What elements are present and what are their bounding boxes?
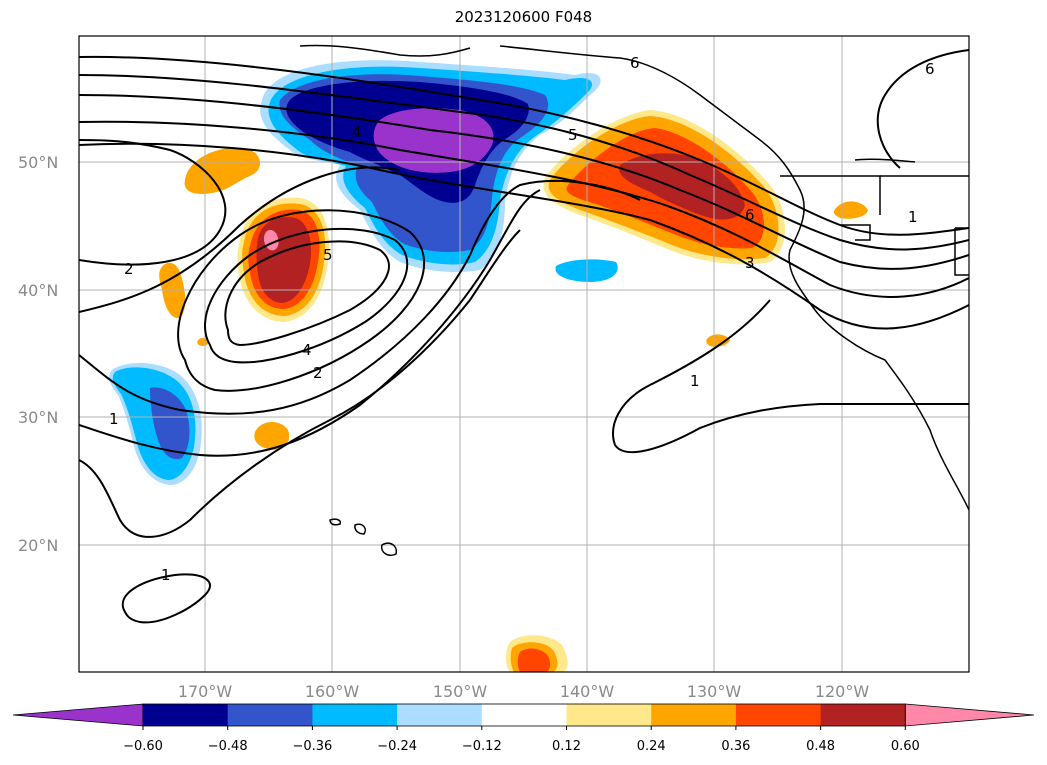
colorbar-tick-label: −0.36 [292,739,332,754]
colorbar-tick-label: 0.24 [637,739,666,754]
lat-label: 30°N [18,408,58,427]
svg-text:6: 6 [630,54,640,72]
lat-label: 20°N [18,536,58,555]
lon-label: 170°W [178,682,233,701]
positive-anomaly-northeast [543,110,785,265]
colorbar-segment [397,704,483,726]
contour-labels: 6 6 4 5 5 6 3 2 4 2 1 1 1 1 [109,54,935,584]
svg-text:6: 6 [745,206,755,224]
lon-label: 130°W [687,682,742,701]
svg-text:5: 5 [323,246,333,264]
positive-anomaly-small-3 [254,421,290,450]
colorbar-segment [566,704,652,726]
svg-text:3: 3 [745,254,755,272]
positive-anomaly-small-1 [184,147,261,194]
colorbar-segment [227,704,313,726]
lon-label: 150°W [433,682,488,701]
colorbar-tick-label: 0.12 [552,739,581,754]
map-title: 2023120600 F048 [454,8,593,26]
colorbar-tick-label: 0.60 [891,739,920,754]
colorbar-extend-min [12,703,144,727]
colorbar-extend-max [904,703,1035,727]
svg-text:6: 6 [925,60,935,78]
positive-anomaly-small-5 [833,201,868,219]
lon-label: 120°W [815,682,870,701]
svg-text:5: 5 [568,126,578,144]
plot-frame [78,35,970,673]
svg-text:1: 1 [690,372,700,390]
contour-lines [79,49,969,624]
colorbar-segment [820,704,906,726]
negative-anomaly-north [260,60,601,273]
coastlines [299,44,969,557]
svg-text:2: 2 [313,364,323,382]
colorbar-tick-label: 0.48 [806,739,835,754]
svg-text:4: 4 [302,341,312,359]
colorbar-tick-label: −0.48 [208,739,248,754]
svg-text:1: 1 [109,410,119,428]
colorbar: −0.60 −0.48 −0.36 −0.24 −0.12 0.12 0.24 0.36 0.4… [12,703,1035,754]
colorbar-segment [481,704,567,726]
positive-anomaly-small-6 [706,334,730,347]
lon-label: 140°W [560,682,615,701]
colorbar-tick-label: −0.60 [123,739,163,754]
svg-text:1: 1 [908,208,918,226]
svg-text:1: 1 [161,566,171,584]
svg-text:4: 4 [352,123,362,141]
latitude-labels: 50°N 40°N 30°N 20°N [18,153,58,555]
colorbar-tick-label: −0.12 [462,739,502,754]
negative-anomaly-southwest [109,363,202,485]
colorbar-frame [142,703,906,727]
colorbar-segment [312,704,398,726]
lon-label: 160°W [305,682,360,701]
colorbar-tick-label: −0.24 [377,739,417,754]
svg-text:2: 2 [124,260,134,278]
colorbar-segment [735,704,822,726]
longitude-labels: 170°W 160°W 150°W 140°W 130°W 120°W [178,682,870,701]
lat-label: 40°N [18,281,58,300]
grid-lines [79,36,969,672]
colorbar-tick-label: 0.36 [721,739,750,754]
lat-label: 50°N [18,153,58,172]
map-plot-area: 6 6 4 5 5 6 3 2 4 2 1 1 1 1 [79,36,969,672]
colorbar-segment [651,704,737,726]
colorbar-segment [143,704,229,726]
